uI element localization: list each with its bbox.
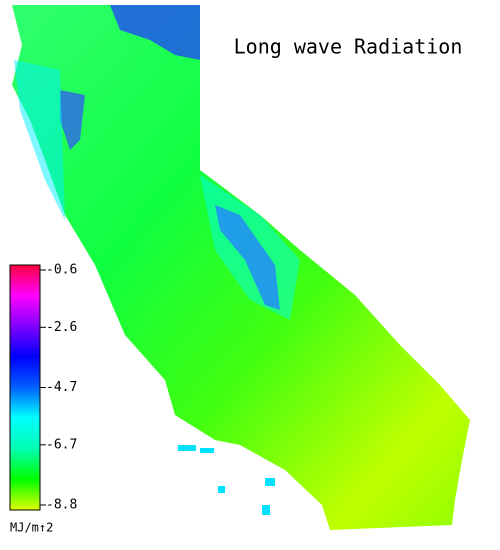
colorbar: [9, 264, 41, 511]
island: [262, 505, 270, 515]
colorbar-tick-label: -2.6: [46, 320, 77, 335]
colorbar-tick-label: -8.8: [46, 498, 77, 513]
colorbar-tick-label: -6.7: [46, 437, 77, 452]
sierra-cyan: [200, 175, 300, 320]
island: [218, 486, 225, 493]
colorbar-tick-label: -0.6: [46, 263, 77, 278]
california-map: [12, 5, 470, 530]
northwest-mountains: [60, 90, 85, 150]
island: [265, 478, 275, 486]
sierra-nevada: [215, 205, 280, 310]
colorbar-tick-label: -4.7: [46, 380, 77, 395]
island: [200, 448, 214, 453]
north-mountains: [110, 5, 200, 60]
colorbar-unit: MJ/m↑2: [10, 521, 53, 535]
state-shape: [12, 5, 470, 530]
island: [178, 445, 196, 451]
coast-cyan: [14, 60, 65, 220]
map-title: Long wave Radiation: [234, 35, 463, 59]
